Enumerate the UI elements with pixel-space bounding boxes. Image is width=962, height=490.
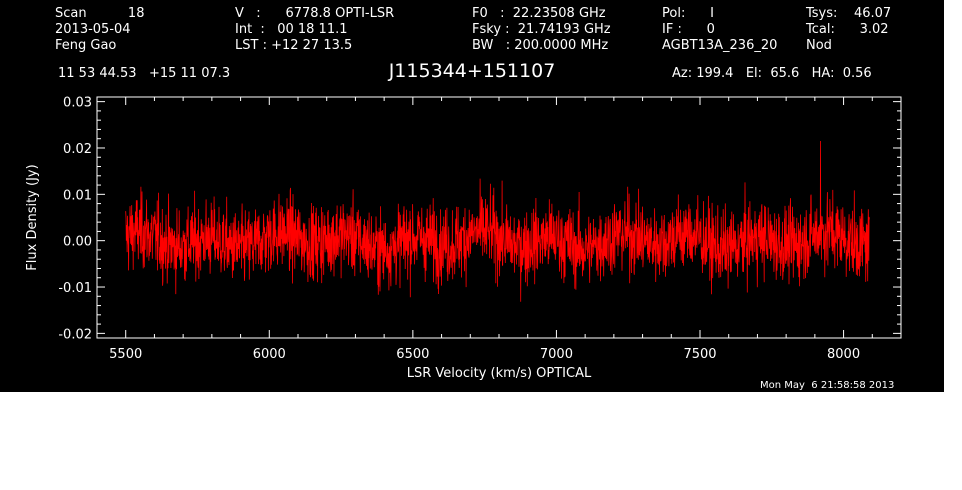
scan-number: Scan 18 xyxy=(55,6,145,21)
y-axis-label: Flux Density (Jy) xyxy=(25,164,40,270)
y-tick-label: 0.02 xyxy=(63,142,92,157)
tsys: Tsys: 46.07 xyxy=(806,6,892,21)
sky-frequency: Fsky : 21.74193 GHz xyxy=(472,22,611,37)
plot-timestamp: Mon May 6 21:58:58 2013 xyxy=(760,380,895,391)
integration-time: Int : 00 18 11.1 xyxy=(235,22,348,37)
if-number: IF : 0 xyxy=(662,22,715,37)
y-tick-label: 0.01 xyxy=(63,188,92,203)
obs-mode: Nod xyxy=(806,38,832,53)
x-tick-label: 6500 xyxy=(396,347,429,362)
obs-date: 2013-05-04 xyxy=(55,22,131,37)
rest-frequency: F0 : 22.23508 GHz xyxy=(472,6,606,21)
source-name: J115344+151107 xyxy=(388,60,556,82)
x-tick-label: 6000 xyxy=(253,347,286,362)
x-axis-label: LSR Velocity (km/s) OPTICAL xyxy=(407,366,592,381)
spectrum-chart: 5500 6000 6500 7000 7500 8000 -0.02 -0.01 0.00 0.… xyxy=(25,96,902,381)
x-tick-label: 7500 xyxy=(683,347,716,362)
observer-name: Feng Gao xyxy=(55,38,117,53)
y-tick-label: -0.01 xyxy=(58,281,92,296)
source-coordinates: 11 53 44.53 +15 11 07.3 xyxy=(58,66,231,81)
velocity-info: V : 6778.8 OPTI-LSR xyxy=(235,6,395,21)
x-tick-label: 8000 xyxy=(827,347,860,362)
plot-frame xyxy=(96,96,902,339)
tcal: Tcal: 3.02 xyxy=(806,22,889,37)
y-tick-label: 0.00 xyxy=(63,235,92,250)
y-tick-label: -0.02 xyxy=(58,327,92,342)
y-tick-label: 0.03 xyxy=(63,96,92,111)
project-id: AGBT13A_236_20 xyxy=(662,38,778,53)
plot-window: Scan 18 2013-05-04 Feng Gao V : 6778.8 O… xyxy=(0,0,944,392)
x-tick-label: 5500 xyxy=(109,347,142,362)
lst-info: LST : +12 27 13.5 xyxy=(235,38,353,53)
x-tick-label: 7000 xyxy=(540,347,573,362)
polarization: Pol: I xyxy=(662,6,714,21)
bandwidth: BW : 200.0000 MHz xyxy=(472,38,609,53)
spectrum-series-line xyxy=(125,140,870,302)
az-el-ha: Az: 199.4 El: 65.6 HA: 0.56 xyxy=(672,66,872,81)
